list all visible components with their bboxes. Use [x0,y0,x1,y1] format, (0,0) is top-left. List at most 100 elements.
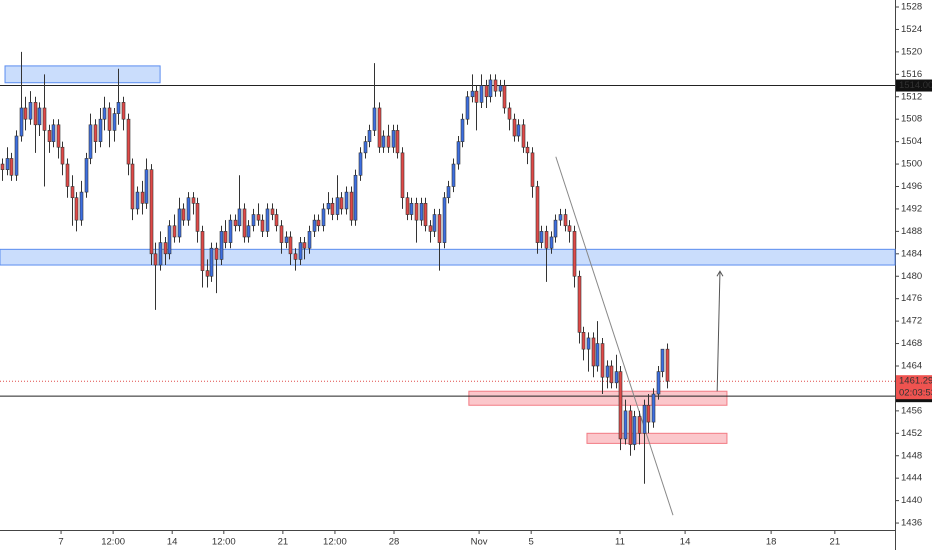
candle-body [74,197,79,221]
candle-body [312,219,317,232]
candle-body [428,225,433,232]
y-tick-label: 1464 [901,361,922,372]
x-tick-label: Nov [471,537,488,548]
candle-body [209,247,214,277]
candle-body [42,107,47,131]
y-tick-label: 1480 [901,271,922,282]
y-tick-label: 1508 [901,114,922,125]
price-line-tag [896,79,932,92]
y-tick-label: 1488 [901,226,922,237]
candle-body [47,130,52,142]
y-tick-label: 1512 [901,91,922,102]
candle-body [563,214,568,227]
candle-body [153,253,158,266]
candle-body [326,203,331,210]
candle-body [70,186,75,199]
x-tick-label: 28 [389,537,400,548]
candle-body [149,169,154,255]
last-price-label: 1461.29 [899,376,932,387]
y-tick-label: 1528 [901,2,922,13]
candle-body [163,242,168,255]
candle-body [98,118,103,142]
candle-body [195,203,200,232]
candle-body [656,371,661,395]
candle-body [116,102,121,114]
candle-body [56,124,61,148]
candle-body [484,85,489,98]
candle-body [507,107,512,120]
candle-body [344,191,349,210]
candle-body [516,124,521,137]
candle-body [214,247,219,260]
candle-body [126,118,131,165]
candle-body [330,203,335,215]
y-tick-label: 1444 [901,473,922,484]
y-tick-label: 1440 [901,495,922,506]
y-tick-label: 1520 [901,46,922,57]
candle-body [302,242,307,249]
x-tick-label: 14 [167,537,178,548]
candle-body [400,152,405,199]
candle-body [502,85,507,109]
candle-body [377,107,382,148]
y-tick-label: 1492 [901,203,922,214]
candle-body [284,236,289,243]
candle-body [539,231,544,243]
candle-body [349,191,354,221]
y-tick-label: 1484 [901,248,922,259]
candle-body [9,158,14,176]
candle-body [200,231,205,271]
candle-body [288,236,293,255]
candle-body [437,214,442,243]
candle-body [79,191,84,221]
candle-body [605,365,610,378]
candle-body [228,219,233,243]
candle-body [293,253,298,260]
candle-body [60,146,65,165]
candle-body [553,219,558,238]
candle-body [623,410,628,440]
candle-body [321,208,326,227]
zone [4,65,161,84]
candle-body [28,102,33,120]
y-tick-label: 1452 [901,428,922,439]
candle-body [367,130,372,142]
x-tick-label: 18 [766,537,777,548]
candle-body [51,124,56,142]
candle-body [223,231,228,243]
candle-body [181,208,186,221]
y-tick-label: 1448 [901,450,922,461]
candle-body [363,141,368,154]
candle-body [525,146,530,154]
x-tick-label: 5 [529,537,534,548]
price-line-label: 1514.00 [899,80,932,91]
candle-body [391,130,396,148]
candle-body [419,203,424,221]
x-tick-label: 12:00 [212,537,236,548]
candle-body [577,275,582,333]
candle-body [512,118,517,137]
candle-body [121,102,126,120]
candle-body [614,371,619,384]
candle-body [493,79,498,92]
candle-body [386,135,391,148]
candle-body [632,416,637,445]
candle-body [237,208,242,227]
candle-body [233,219,238,227]
candle-body [279,225,284,243]
candle-body [488,79,493,98]
y-tick-label: 1456 [901,405,922,416]
candle-body [372,107,377,131]
zone [586,432,728,444]
trend-line [555,156,674,516]
candle-body [177,208,182,238]
candle-body [93,124,98,142]
candle-body [358,152,363,176]
candle-body [660,348,665,372]
candle-body [88,124,93,159]
candle-body [381,135,386,148]
y-tick-label: 1496 [901,181,922,192]
candle-body [474,90,479,103]
candle-body [186,197,191,221]
